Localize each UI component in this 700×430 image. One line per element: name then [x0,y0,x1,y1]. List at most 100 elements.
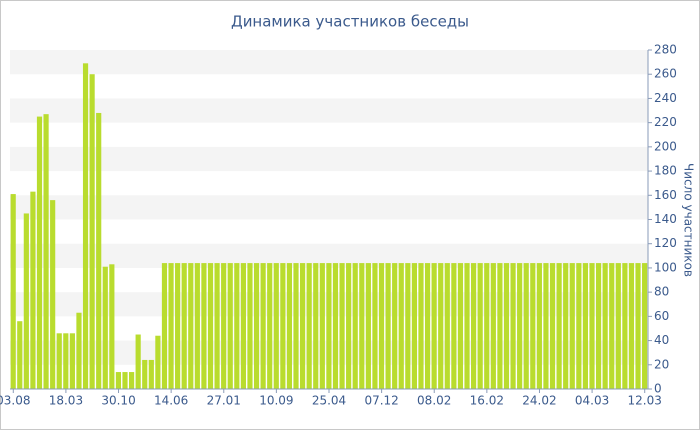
bar [602,263,608,389]
bar [161,263,168,389]
y-tick-label: 80 [654,285,669,299]
bar [280,263,286,389]
grid-band [10,146,648,172]
bar [319,263,325,389]
bar [471,263,477,389]
bar [313,263,319,389]
bar [142,359,148,389]
y-tick-label: 60 [654,309,669,323]
bar [306,263,312,389]
bar [378,263,385,389]
bar [273,263,279,389]
bar [36,116,43,389]
bar [563,263,569,389]
grid-band [10,195,648,220]
bar [392,263,398,389]
bar [234,263,240,389]
bar [517,263,523,389]
bar [122,372,128,389]
bar [267,263,273,389]
bar [168,263,174,389]
bar [286,263,293,389]
bar [635,263,641,389]
bar [536,263,542,389]
x-tick-label: 10.09 [259,394,293,408]
bar [17,321,23,389]
bar [346,263,352,389]
bar [352,263,358,389]
y-tick-label: 0 [654,382,662,396]
x-tick-label: 12.03 [628,394,662,408]
bar [595,263,602,389]
y-axis-label: Число участников [682,163,696,277]
bar [418,263,424,389]
bar [497,263,503,389]
bar [411,263,417,389]
bar [339,263,345,389]
x-tick-label: 24.02 [522,394,556,408]
x-tick-label: 18.03 [49,394,83,408]
bar [23,213,29,389]
bar [503,263,510,389]
bar [622,263,628,389]
bar [609,263,615,389]
bar [569,263,575,389]
bar [444,263,450,389]
bar [181,263,187,389]
y-tick-label: 240 [654,91,677,105]
bar [188,263,194,389]
bar [628,263,635,389]
bar [477,263,483,389]
x-tick-label: 30.10 [101,394,135,408]
bar [451,263,457,389]
bar [89,74,95,389]
bar [43,114,49,390]
bar [76,312,82,389]
bar [247,263,253,389]
bar [201,263,207,389]
bar [326,263,332,389]
y-tick-label: 40 [654,333,669,347]
bar [589,263,595,389]
bar [332,263,339,389]
bar [300,263,306,389]
bar [155,335,161,389]
bar [10,194,16,389]
bar [207,263,214,389]
x-tick-label: 07.12 [364,394,398,408]
bar [221,263,227,389]
grid-band [10,50,648,75]
bar [372,263,378,389]
bar [556,263,562,389]
bar [50,200,56,389]
bar [69,333,75,389]
bar [194,263,200,389]
bar [523,263,529,389]
bar [359,263,365,389]
bar [293,263,299,389]
bar [457,263,464,389]
y-tick-label: 180 [654,164,677,178]
bar [128,372,135,389]
bar [543,263,549,389]
bar [148,359,154,389]
y-tick-label: 220 [654,115,677,129]
y-tick-label: 260 [654,67,677,81]
bar [424,263,431,389]
bar [82,63,89,389]
bar [484,263,490,389]
bar [30,191,36,389]
y-tick-label: 20 [654,357,669,371]
bar [135,334,141,389]
y-tick-label: 280 [654,43,677,57]
x-tick-label: 27.01 [207,394,241,408]
bar [582,263,589,389]
x-tick-label: 14.06 [154,394,188,408]
bar [214,263,220,389]
bar [438,263,444,389]
bar [365,263,371,389]
y-tick-label: 160 [654,188,677,202]
bar [227,263,233,389]
bar [615,263,621,389]
